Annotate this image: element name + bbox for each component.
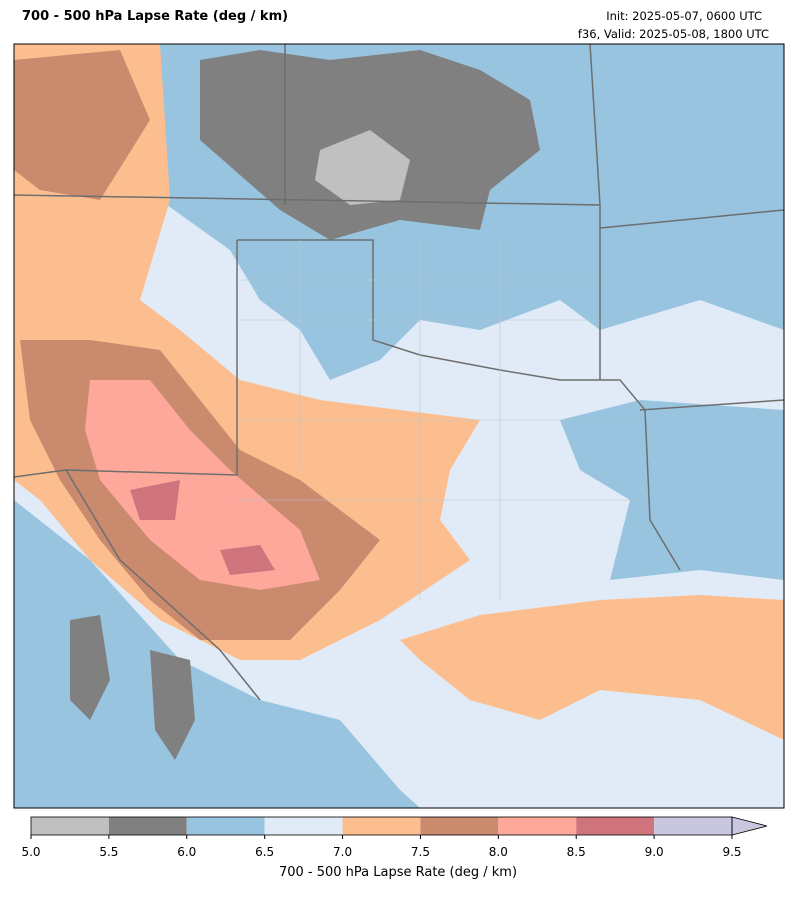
colorbar: 5.0 5.5 6.0 6.5 7.0 7.5 8.0 8.5 9.0 9.5 [21, 816, 768, 859]
region [14, 50, 150, 200]
colorbar-segment [420, 817, 499, 835]
colorbar-label: 700 - 500 hPa Lapse Rate (deg / km) [279, 865, 517, 880]
colorbar-segment [31, 817, 109, 835]
colorbar-outline [30, 816, 733, 836]
map [14, 44, 784, 808]
region [220, 545, 275, 575]
title: 700 - 500 hPa Lapse Rate (deg / km) [22, 9, 288, 24]
county-lines [237, 240, 640, 600]
colorbar-tick-label: 9.5 [722, 845, 741, 859]
init-time: Init: 2025-05-07, 0600 UTC [606, 9, 762, 23]
colorbar-tick-label: 5.0 [21, 845, 40, 859]
region [400, 595, 784, 740]
colorbar-tick-label: 7.5 [411, 845, 430, 859]
colorbar-segment [342, 817, 421, 835]
colorbar-segment [108, 817, 187, 835]
region [560, 400, 784, 580]
region [85, 380, 320, 590]
colorbar-tick-label: 8.5 [567, 845, 586, 859]
state-border [14, 44, 784, 701]
colorbar-segment [264, 817, 343, 835]
colorbar-segment [186, 817, 265, 835]
colorbar-segment [654, 817, 732, 835]
map-frame [13, 43, 785, 809]
valid-time: f36, Valid: 2025-05-08, 1800 UTC [578, 27, 769, 41]
colorbar-segment [498, 817, 577, 835]
colorbar-tick-label: 9.0 [645, 845, 664, 859]
colorbar-tick-label: 7.0 [333, 845, 352, 859]
colorbar-tick-label: 5.5 [99, 845, 118, 859]
region [70, 615, 110, 720]
region [14, 500, 420, 808]
colorbar-extension [731, 816, 768, 836]
region [315, 130, 410, 205]
colorbar-tick-label: 8.0 [489, 845, 508, 859]
colorbar-tick-label: 6.5 [255, 845, 274, 859]
region [130, 480, 180, 520]
colorbar-segment [576, 817, 655, 835]
colorbar-tick-label: 6.0 [177, 845, 196, 859]
region [150, 650, 195, 760]
